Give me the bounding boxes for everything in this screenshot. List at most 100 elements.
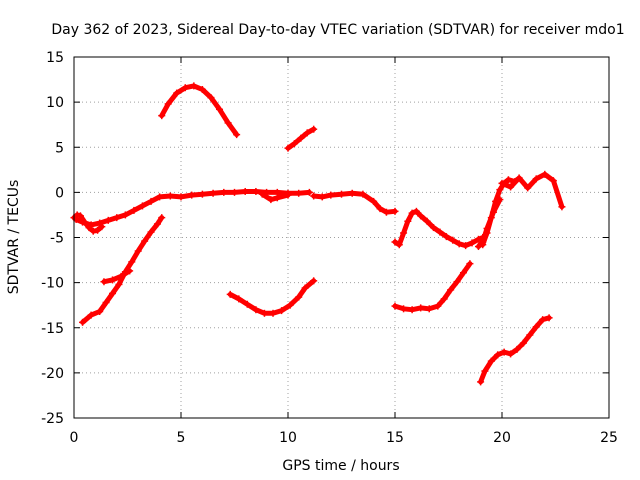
data-point	[278, 307, 286, 315]
y-axis-label: SDTVAR / TECUs	[6, 180, 22, 295]
data-point	[117, 272, 125, 280]
data-point	[267, 196, 275, 204]
y-tick-label: 0	[55, 185, 64, 201]
series-arc-13	[476, 197, 503, 249]
data-point	[496, 186, 504, 194]
data-point	[532, 175, 540, 183]
data-point	[252, 187, 260, 195]
data-point	[138, 202, 146, 210]
data-point	[109, 289, 117, 297]
data-point	[558, 203, 566, 211]
series-arc-4	[311, 190, 398, 215]
y-tick-label: 15	[46, 50, 64, 66]
data-point	[87, 311, 95, 319]
data-point	[423, 217, 431, 225]
data-point	[310, 192, 318, 200]
data-point	[226, 290, 234, 298]
data-point	[348, 189, 356, 197]
data-point	[147, 228, 155, 236]
data-point	[310, 277, 318, 285]
data-point	[442, 233, 450, 241]
data-point	[519, 339, 527, 347]
data-point	[79, 218, 87, 226]
data-point	[76, 212, 84, 220]
grid	[74, 57, 609, 418]
data-point	[156, 193, 164, 201]
data-point	[526, 331, 534, 339]
data-point	[96, 219, 104, 227]
data-point	[532, 323, 540, 331]
data-point	[258, 190, 266, 198]
data-point	[417, 212, 425, 220]
data-point	[468, 239, 476, 247]
x-tick-label: 5	[177, 430, 186, 446]
data-point	[243, 300, 251, 308]
y-tick-label: -15	[41, 321, 64, 337]
data-point	[513, 345, 521, 353]
data-point	[207, 94, 215, 102]
data-point	[425, 305, 433, 313]
data-point	[79, 318, 87, 326]
data-point	[141, 237, 149, 245]
data-point	[233, 131, 241, 139]
data-point	[487, 357, 495, 365]
data-point	[524, 184, 532, 192]
data-point	[489, 208, 497, 216]
series-arc-15	[478, 315, 552, 385]
data-point	[220, 188, 228, 196]
y-tick-label: -20	[41, 366, 64, 382]
y-tick-label: -25	[41, 411, 64, 427]
data-point	[466, 260, 474, 268]
data-point	[102, 298, 110, 306]
data-point	[198, 190, 206, 198]
data-point	[412, 207, 420, 215]
data-point	[301, 284, 309, 292]
series-arc-6	[101, 268, 133, 285]
data-point	[507, 183, 515, 191]
data-point	[391, 238, 399, 246]
data-point	[515, 174, 523, 182]
data-point	[447, 286, 455, 294]
data-point	[166, 192, 174, 200]
data-point	[153, 220, 161, 228]
data-point	[462, 242, 470, 250]
x-tick-label: 10	[279, 430, 297, 446]
data-point	[181, 84, 189, 92]
data-point	[235, 295, 243, 303]
data-point	[94, 226, 102, 234]
data-point	[231, 188, 238, 196]
data-point	[198, 85, 206, 93]
series-arc-14	[499, 171, 565, 210]
data-point	[284, 144, 292, 152]
data-point	[260, 309, 268, 317]
y-tick-label: 5	[55, 140, 64, 156]
data-point	[408, 306, 416, 314]
data-point	[449, 236, 457, 244]
data-point	[273, 194, 281, 202]
data-point	[400, 229, 408, 237]
data-point	[209, 189, 217, 197]
data-point	[440, 295, 448, 303]
data-point	[507, 350, 515, 358]
data-point	[474, 243, 482, 251]
data-point	[327, 191, 335, 199]
data-point	[338, 190, 345, 198]
series-arc-11	[392, 261, 473, 313]
data-point	[494, 351, 502, 359]
data-point	[216, 105, 224, 113]
x-tick-label: 25	[600, 430, 618, 446]
data-point	[395, 241, 403, 249]
x-tick-label: 20	[493, 430, 511, 446]
data-point	[479, 238, 487, 246]
data-point	[545, 314, 553, 322]
data-point	[504, 176, 512, 184]
data-point	[455, 240, 463, 248]
data-point	[303, 129, 311, 137]
series-arc-7	[159, 83, 240, 138]
data-point	[173, 89, 181, 97]
data-point	[483, 224, 491, 232]
y-tick-label: 10	[46, 95, 64, 111]
data-point	[128, 258, 136, 266]
